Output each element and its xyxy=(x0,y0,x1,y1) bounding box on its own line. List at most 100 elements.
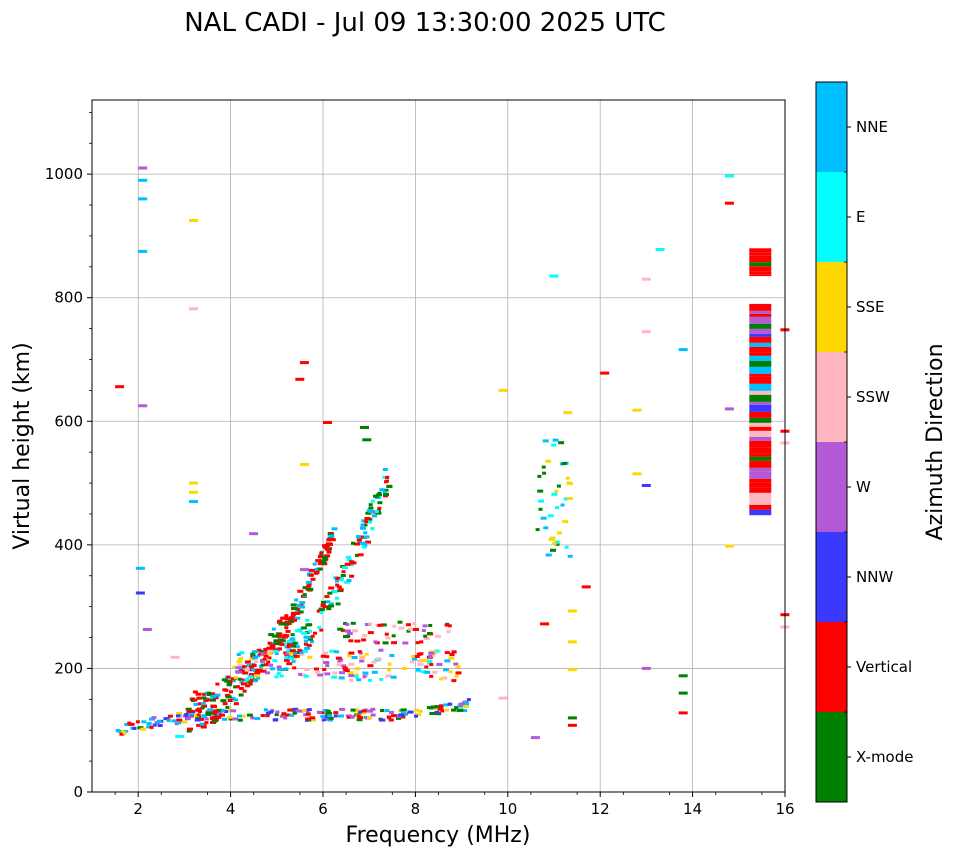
echo-point xyxy=(288,619,294,623)
echo-point xyxy=(335,579,339,583)
echo-point xyxy=(298,672,303,676)
echo-point xyxy=(300,673,307,677)
echo-point xyxy=(341,566,348,570)
echo-point xyxy=(373,640,378,644)
echo-point xyxy=(295,709,300,713)
echo-point xyxy=(289,713,295,717)
echo-point xyxy=(193,698,198,702)
echo-point xyxy=(220,708,225,712)
echo-point xyxy=(324,600,331,604)
echo-point xyxy=(256,654,261,658)
echo-point xyxy=(235,685,240,689)
echo-point xyxy=(189,490,198,494)
echo-point xyxy=(303,674,309,678)
echo-point xyxy=(348,674,355,678)
echo-point xyxy=(266,651,272,655)
echo-point xyxy=(187,727,193,731)
echo-point xyxy=(641,330,651,334)
echo-band xyxy=(749,417,772,423)
echo-point xyxy=(232,717,239,721)
echo-point xyxy=(331,527,338,531)
echo-point xyxy=(191,699,195,702)
echo-point xyxy=(248,668,253,672)
echo-point xyxy=(220,699,227,703)
echo-point xyxy=(542,471,547,475)
echo-point xyxy=(361,545,367,549)
echo-point xyxy=(354,667,360,671)
echo-point xyxy=(237,663,242,667)
echo-point xyxy=(360,523,365,527)
echo-point xyxy=(189,219,198,222)
echo-band xyxy=(749,342,772,347)
echo-point xyxy=(251,668,256,672)
echo-point xyxy=(242,665,247,669)
echo-point xyxy=(338,588,344,592)
echo-point xyxy=(289,652,294,656)
echo-point xyxy=(316,710,322,714)
echo-point xyxy=(260,659,266,663)
echo-point xyxy=(189,481,198,485)
echo-point xyxy=(412,657,417,661)
echo-point xyxy=(421,659,428,663)
echo-point xyxy=(447,624,452,628)
echo-band xyxy=(749,255,772,263)
echo-point xyxy=(323,421,332,424)
echo-point xyxy=(364,623,371,626)
echo-point xyxy=(224,679,231,683)
echo-point xyxy=(222,702,228,706)
echo-point xyxy=(325,655,330,659)
echo-point xyxy=(414,714,418,718)
echo-point xyxy=(551,492,558,496)
echo-point xyxy=(304,639,309,643)
echo-point xyxy=(201,714,206,718)
echo-point xyxy=(138,197,148,201)
echo-point xyxy=(202,704,207,708)
echo-point xyxy=(313,631,317,635)
echo-point xyxy=(370,713,376,717)
echo-band xyxy=(749,355,772,361)
echo-point xyxy=(429,712,436,715)
echo-point xyxy=(196,713,201,717)
echo-band xyxy=(749,376,772,384)
echo-point xyxy=(366,509,372,512)
echo-point xyxy=(306,643,312,647)
y-tick-label: 200 xyxy=(54,659,83,677)
echo-point xyxy=(549,536,556,540)
echo-point xyxy=(210,695,217,698)
echo-point xyxy=(313,570,320,574)
echo-point xyxy=(314,667,319,671)
echo-point xyxy=(192,690,198,694)
echo-band xyxy=(749,497,772,505)
echo-point xyxy=(249,665,254,669)
echo-band xyxy=(749,303,772,311)
echo-point xyxy=(337,627,344,631)
echo-point xyxy=(412,622,417,626)
echo-point xyxy=(432,670,438,674)
echo-point xyxy=(239,668,243,672)
echo-point xyxy=(555,542,560,546)
echo-point xyxy=(567,723,577,727)
echo-point xyxy=(364,652,369,656)
echo-point xyxy=(196,696,202,700)
echo-point xyxy=(339,671,345,675)
echo-point xyxy=(498,388,508,392)
echo-point xyxy=(184,713,189,716)
echo-point xyxy=(306,584,311,588)
echo-point xyxy=(245,667,250,671)
echo-point xyxy=(416,667,421,671)
echo-point xyxy=(427,632,433,635)
echo-point xyxy=(349,574,355,578)
echo-point xyxy=(306,708,312,712)
echo-point xyxy=(304,667,311,671)
echo-point xyxy=(278,622,284,626)
echo-point xyxy=(299,601,306,605)
echo-point xyxy=(250,652,256,656)
x-tick-label: 16 xyxy=(775,800,794,818)
echo-point xyxy=(368,506,374,510)
echo-point xyxy=(214,693,221,697)
echo-band xyxy=(749,456,772,461)
echo-point xyxy=(371,670,378,674)
echo-point xyxy=(378,648,384,652)
echo-point xyxy=(367,631,374,635)
echo-point xyxy=(287,643,291,647)
